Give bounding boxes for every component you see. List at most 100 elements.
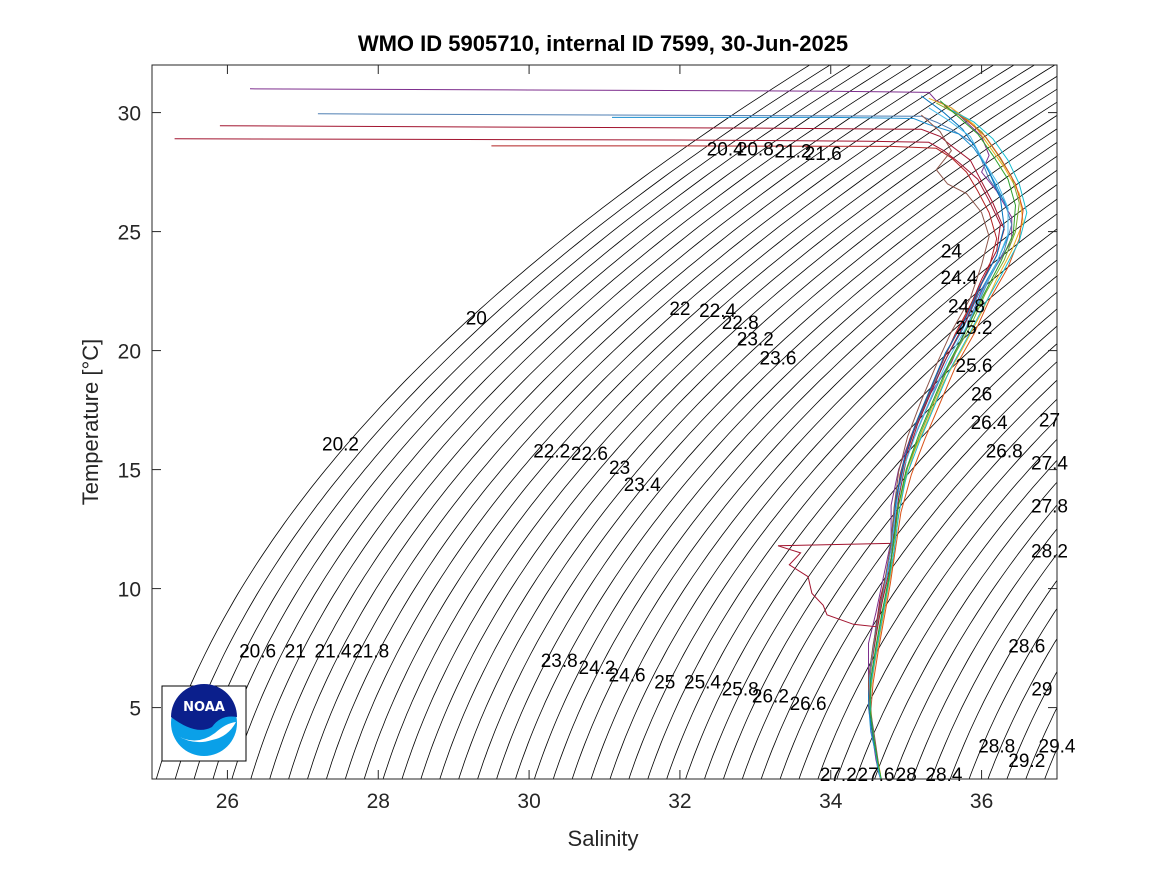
contour-label: 27.4 (1031, 454, 1068, 475)
chart-title: WMO ID 5905710, internal ID 7599, 30-Jun… (358, 31, 848, 56)
isopycnal-line (741, 343, 1057, 779)
contour-label: 21 (285, 642, 306, 663)
isopycnal-line (174, 65, 831, 779)
isopycnal-line (515, 155, 1057, 779)
contour-label: 22.4 (699, 301, 736, 322)
contour-label: 25.2 (956, 318, 993, 339)
contour-label: 28.4 (925, 765, 962, 786)
contour-label: 20 (466, 308, 487, 329)
isopycnal-line (420, 88, 1057, 779)
x-tick-label: 30 (517, 790, 540, 813)
contour-label: 20.6 (239, 642, 276, 663)
contour-label: 25 (654, 672, 675, 693)
contour-label: 25.8 (722, 680, 759, 701)
isopycnal-line (855, 459, 1057, 779)
isopycnal-line (325, 65, 995, 779)
contour-label: 22.2 (533, 442, 570, 463)
isopycnal-contours (155, 65, 1057, 779)
contour-label: 24.8 (948, 296, 985, 317)
contour-label: 21.8 (352, 642, 389, 663)
profile-series-line (870, 109, 1028, 770)
contour-label: 26.4 (971, 413, 1008, 434)
contour-label: 24.2 (579, 658, 616, 679)
contour-label: 27.2 (820, 765, 857, 786)
profile-series-line (869, 100, 1017, 779)
noaa-logo-text: NOAA (183, 700, 225, 715)
isopycnal-line (212, 65, 872, 779)
isopycnal-line (401, 75, 1057, 779)
contour-label: 23 (609, 458, 630, 479)
isopycnal-line (836, 438, 1057, 779)
contour-label: 21.4 (315, 642, 352, 663)
contour-label: 23.8 (541, 651, 578, 672)
y-tick-label: 5 (129, 698, 141, 721)
profile-series-line (174, 138, 1001, 628)
isopycnal-line (666, 275, 1057, 779)
isopycnal-line (439, 101, 1057, 779)
isopycnal-line (231, 65, 893, 779)
isopycnal-line (533, 169, 1057, 779)
contour-label: 20.8 (737, 139, 774, 160)
isopycnal-line (307, 65, 974, 779)
isopycnal-line (798, 398, 1057, 779)
isopycnal-line (590, 213, 1057, 779)
isopycnal-line (496, 141, 1057, 779)
contour-label: 24 (941, 242, 963, 263)
profile-series-line (867, 114, 990, 763)
contour-label: 23.4 (624, 475, 661, 496)
y-tick-label: 20 (118, 341, 141, 364)
contour-label: 23.6 (760, 349, 797, 370)
contour-label: 27.8 (1031, 496, 1068, 517)
isopycnal-line (477, 128, 1057, 779)
contour-label: 24.4 (941, 268, 978, 289)
isopycnal-line (893, 504, 1057, 779)
contour-label: 26.6 (790, 694, 827, 715)
isopycnal-line (571, 198, 1057, 779)
contour-label: 28.8 (978, 737, 1015, 758)
isopycnal-line (250, 65, 913, 779)
isopycnal-line (817, 418, 1057, 779)
x-tick-label: 36 (970, 790, 993, 813)
x-tick-label: 32 (668, 790, 691, 813)
contour-label: 28 (896, 765, 917, 786)
contour-label: 25.6 (956, 356, 993, 377)
isopycnal-line (874, 481, 1057, 779)
isopycnal-line (722, 325, 1057, 779)
plot-frame (151, 64, 1058, 780)
contour-label: 23.2 (737, 330, 774, 351)
isopycnal-line (949, 579, 1057, 779)
isopycnal-line (968, 607, 1057, 779)
contour-label: 20.2 (322, 434, 359, 455)
isopycnal-line (704, 308, 1057, 779)
isopycnal-line (155, 65, 811, 779)
y-tick-label: 10 (118, 579, 141, 602)
contour-label: 21.2 (775, 142, 812, 163)
x-tick-label: 34 (819, 790, 843, 813)
isopycnal-line (609, 228, 1057, 779)
contour-label: 24.6 (609, 665, 646, 686)
isopycnal-line (344, 65, 1015, 779)
isopycnal-line (269, 65, 933, 779)
contour-label: 21.6 (805, 144, 842, 165)
contour-label: 27 (1039, 411, 1060, 432)
contour-label: 28.2 (1031, 542, 1068, 563)
contour-label: 26 (971, 384, 992, 405)
isopycnal-line (193, 65, 852, 779)
x-axis-label: Salinity (568, 826, 639, 851)
contour-label: 22.6 (571, 444, 608, 465)
contour-label: 26.2 (752, 687, 789, 708)
isopycnal-line (779, 379, 1057, 779)
profile-lines (174, 88, 1028, 779)
isopycnal-line (930, 553, 1057, 779)
x-tick-label: 26 (216, 790, 239, 813)
contour-label: 29 (1031, 680, 1052, 701)
contour-label: 22 (669, 299, 690, 320)
isopycnal-line (458, 114, 1057, 779)
x-tick-label: 28 (367, 790, 390, 813)
isopycnal-line (987, 637, 1057, 779)
isopycnal-line (628, 243, 1057, 779)
isopycnal-line (647, 259, 1057, 779)
profile-series-line (868, 107, 1009, 779)
profile-series-line (219, 125, 1005, 772)
